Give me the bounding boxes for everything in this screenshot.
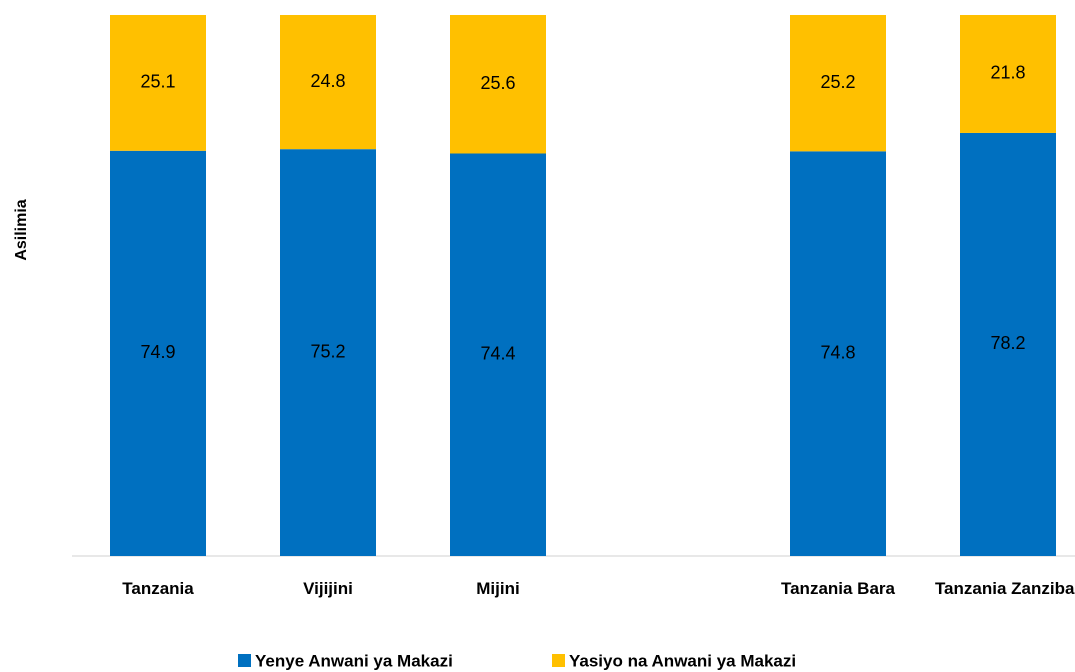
legend-swatch (238, 654, 251, 667)
data-label: 74.8 (820, 342, 855, 362)
data-label: 74.9 (140, 342, 175, 362)
legend-swatch (552, 654, 565, 667)
legend-label: Yenye Anwani ya Makazi (255, 651, 453, 670)
data-label: 25.2 (820, 72, 855, 92)
x-tick-label: Tanzania (122, 579, 194, 598)
data-label: 25.6 (480, 73, 515, 93)
bar-segment (280, 149, 376, 556)
bar-segment (110, 15, 206, 151)
data-label: 78.2 (990, 333, 1025, 353)
bar-segment (280, 15, 376, 150)
bar-segment (790, 15, 886, 152)
bar-segment (110, 150, 206, 556)
data-label: 74.4 (480, 343, 515, 363)
data-label: 24.8 (310, 71, 345, 91)
bar-segment (960, 15, 1056, 133)
bar-segment (790, 151, 886, 556)
data-label: 25.1 (140, 72, 175, 92)
x-tick-label: Mijini (476, 579, 520, 598)
x-tick-label: Vijijini (303, 579, 353, 598)
x-tick-label: Tanzania Zanzibar (934, 579, 1075, 598)
legend-label: Yasiyo na Anwani ya Makazi (569, 651, 796, 670)
bar-segment (450, 15, 546, 154)
bar-segment (960, 132, 1056, 557)
data-label: 75.2 (310, 341, 345, 361)
bar-segment (450, 153, 546, 556)
y-axis-label: Asilimia (13, 199, 30, 260)
x-tick-label: Tanzania Bara (780, 579, 895, 598)
data-label: 21.8 (990, 63, 1025, 83)
